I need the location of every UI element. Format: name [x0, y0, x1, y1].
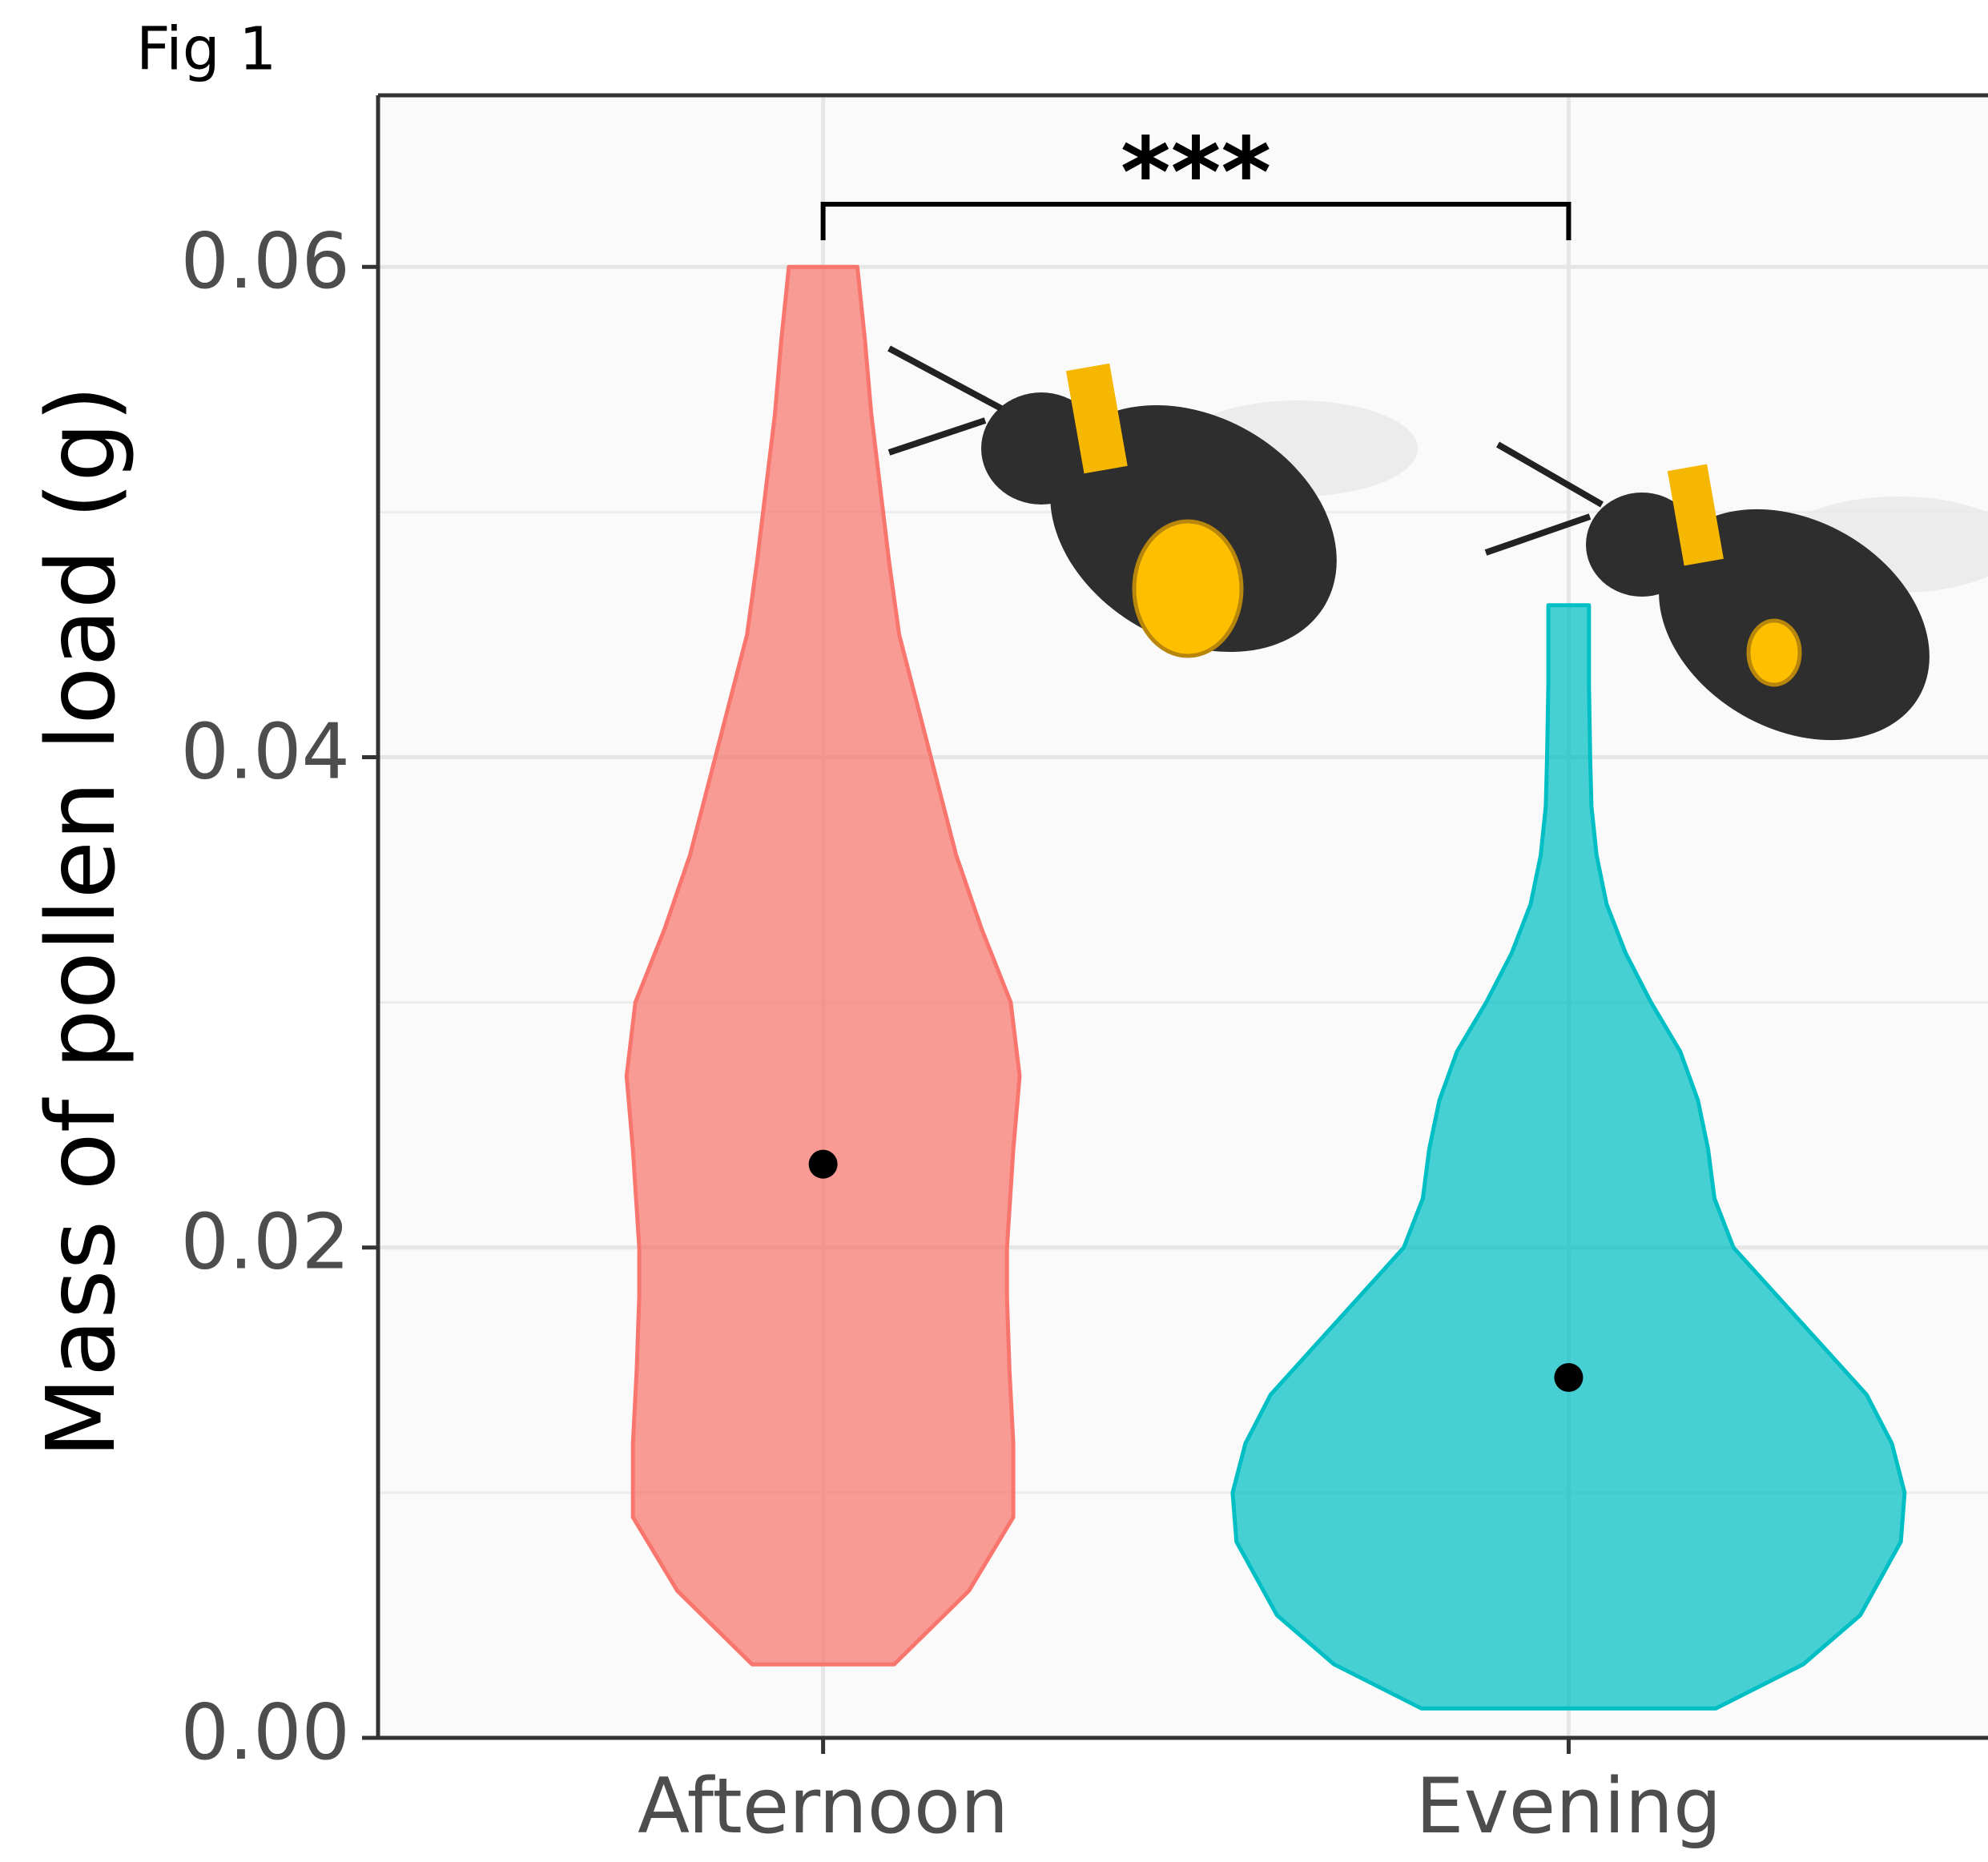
- page: {"chart_data": { "type": "violin", "figu…: [0, 0, 1988, 1862]
- y-tick-label: 0.06: [180, 218, 350, 306]
- y-tick-label: 0.00: [180, 1689, 350, 1777]
- y-tick-label: 0.04: [180, 708, 350, 796]
- y-tick-label: 0.02: [180, 1199, 350, 1287]
- x-tick-label: Evening: [1416, 1763, 1722, 1851]
- mean-point: [809, 1150, 838, 1179]
- x-tick-label: Afternoon: [638, 1763, 1008, 1851]
- mean-point: [1554, 1363, 1583, 1392]
- y-axis-label: Mass of pollen load (g): [26, 385, 136, 1458]
- significance-label: ***: [1121, 119, 1271, 230]
- chart: Fig 1 Mass of pollen load (g) 0.00 0.02 0.…: [0, 0, 1988, 1862]
- figure-label: Fig 1: [136, 15, 276, 84]
